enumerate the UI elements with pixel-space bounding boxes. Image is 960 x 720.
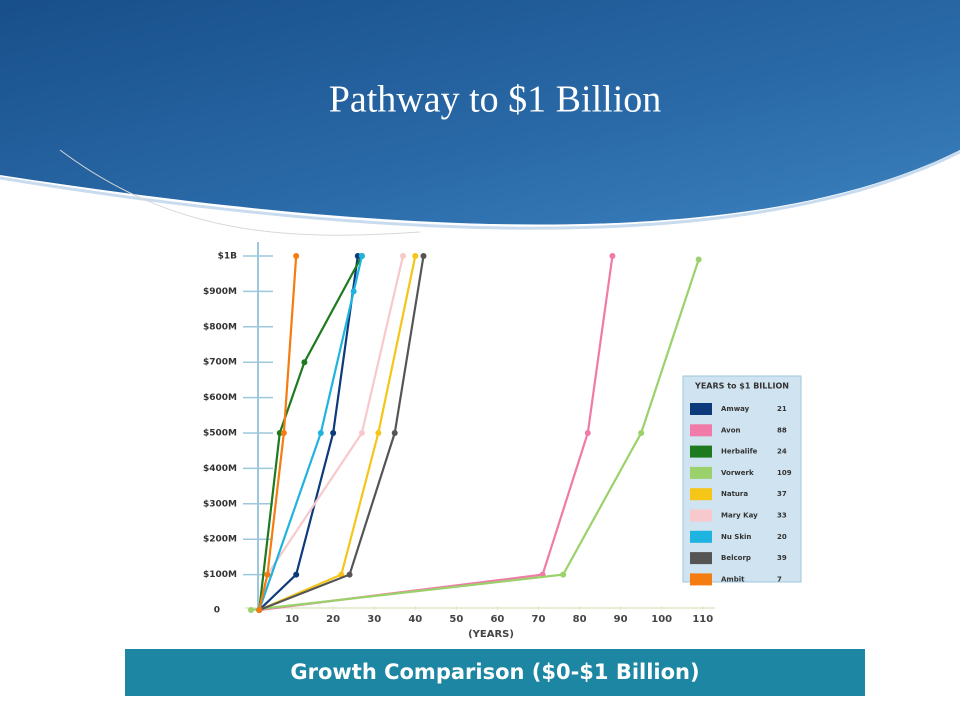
x-tick-label: 100	[651, 614, 672, 625]
data-point	[354, 253, 361, 259]
slide-title: Pathway to $1 Billion	[329, 79, 662, 121]
data-point	[412, 253, 419, 259]
caption-banner	[125, 649, 865, 696]
x-tick-label: 50	[449, 614, 463, 625]
legend-value: 39	[777, 554, 787, 562]
legend-value: 20	[777, 533, 787, 541]
legend-value: 33	[777, 512, 787, 520]
y-tick-label: $500M	[203, 429, 237, 439]
y-tick-label: $800M	[203, 322, 237, 332]
y-tick-label: $900M	[203, 287, 237, 297]
data-point	[280, 430, 287, 436]
y-tick-label: $1B	[218, 252, 238, 262]
series-line	[258, 255, 417, 612]
data-point	[584, 430, 591, 436]
legend-label: Amway	[721, 405, 750, 413]
series-line	[258, 255, 298, 611]
y-tick-label: $700M	[203, 358, 237, 368]
legend-label: Herbalife	[721, 448, 758, 456]
data-point	[293, 571, 300, 578]
decor-curve	[59, 149, 421, 236]
legend-swatch	[690, 509, 712, 522]
data-point	[350, 288, 357, 295]
data-point	[420, 253, 427, 259]
x-tick-label: 70	[532, 614, 546, 625]
series-line	[258, 255, 363, 611]
legend-label: Mary Kay	[721, 512, 758, 520]
legend-label: Ambit	[721, 575, 745, 583]
data-point	[346, 571, 353, 578]
data-point	[293, 253, 300, 259]
legend-label: Avon	[721, 426, 741, 434]
header-curve	[0, 150, 960, 230]
y-tick-label: 0	[214, 606, 220, 616]
legend-label: Natura	[721, 490, 748, 498]
data-point	[317, 430, 324, 436]
legend-swatch	[690, 424, 712, 437]
series-line	[258, 255, 359, 611]
y-tick-label: $200M	[203, 535, 237, 545]
legend-label: Belcorp	[721, 554, 751, 562]
series-line	[250, 259, 700, 612]
legend-label: Nu Skin	[721, 533, 751, 541]
series-line	[258, 255, 425, 612]
legend-swatch	[690, 403, 712, 415]
legend-swatch	[690, 573, 712, 586]
legend-swatch	[690, 530, 712, 543]
data-point	[264, 571, 271, 578]
data-point	[638, 430, 645, 436]
series-line	[258, 255, 363, 611]
y-tick-label: $400M	[203, 464, 237, 474]
data-point	[375, 430, 382, 436]
chart-caption: Growth Comparison ($0-$1 Billion)	[290, 660, 699, 684]
data-point	[358, 430, 365, 436]
legend-swatch	[690, 488, 712, 501]
data-point	[248, 607, 254, 613]
legend-label: Vorwerk	[721, 469, 754, 477]
data-point	[695, 256, 702, 263]
x-tick-label: 110	[692, 614, 713, 625]
legend-value: 109	[777, 469, 792, 477]
legend-value: 7	[777, 575, 782, 583]
legend-swatch	[690, 466, 712, 479]
data-point	[609, 253, 616, 259]
x-tick-label: 10	[285, 614, 299, 625]
x-tick-label: 40	[408, 614, 422, 625]
legend-value: 37	[777, 490, 787, 498]
y-tick-label: $100M	[203, 570, 237, 580]
x-tick-label: 30	[367, 614, 381, 625]
legend-value: 21	[777, 405, 787, 413]
header-band	[0, 0, 960, 225]
data-point	[391, 430, 398, 436]
legend-value: 24	[777, 448, 787, 456]
x-tick-label: 90	[614, 614, 628, 625]
legend-swatch	[690, 445, 712, 458]
data-point	[560, 571, 567, 578]
legend-title: YEARS to $1 BILLION	[694, 382, 789, 391]
data-point	[276, 430, 283, 436]
legend-value: 88	[777, 426, 787, 434]
data-point	[256, 607, 263, 613]
legend-swatch	[690, 552, 712, 565]
series-line	[259, 255, 614, 612]
x-tick-label: 60	[490, 614, 504, 625]
y-tick-label: $300M	[203, 499, 237, 509]
x-axis-label: (YEARS)	[468, 629, 514, 640]
data-point	[330, 430, 337, 436]
x-tick-label: 20	[326, 614, 340, 625]
y-tick-label: $600M	[203, 393, 237, 403]
data-point	[358, 253, 365, 259]
data-point	[301, 359, 308, 366]
x-tick-label: 80	[573, 614, 587, 625]
data-point	[399, 253, 406, 259]
